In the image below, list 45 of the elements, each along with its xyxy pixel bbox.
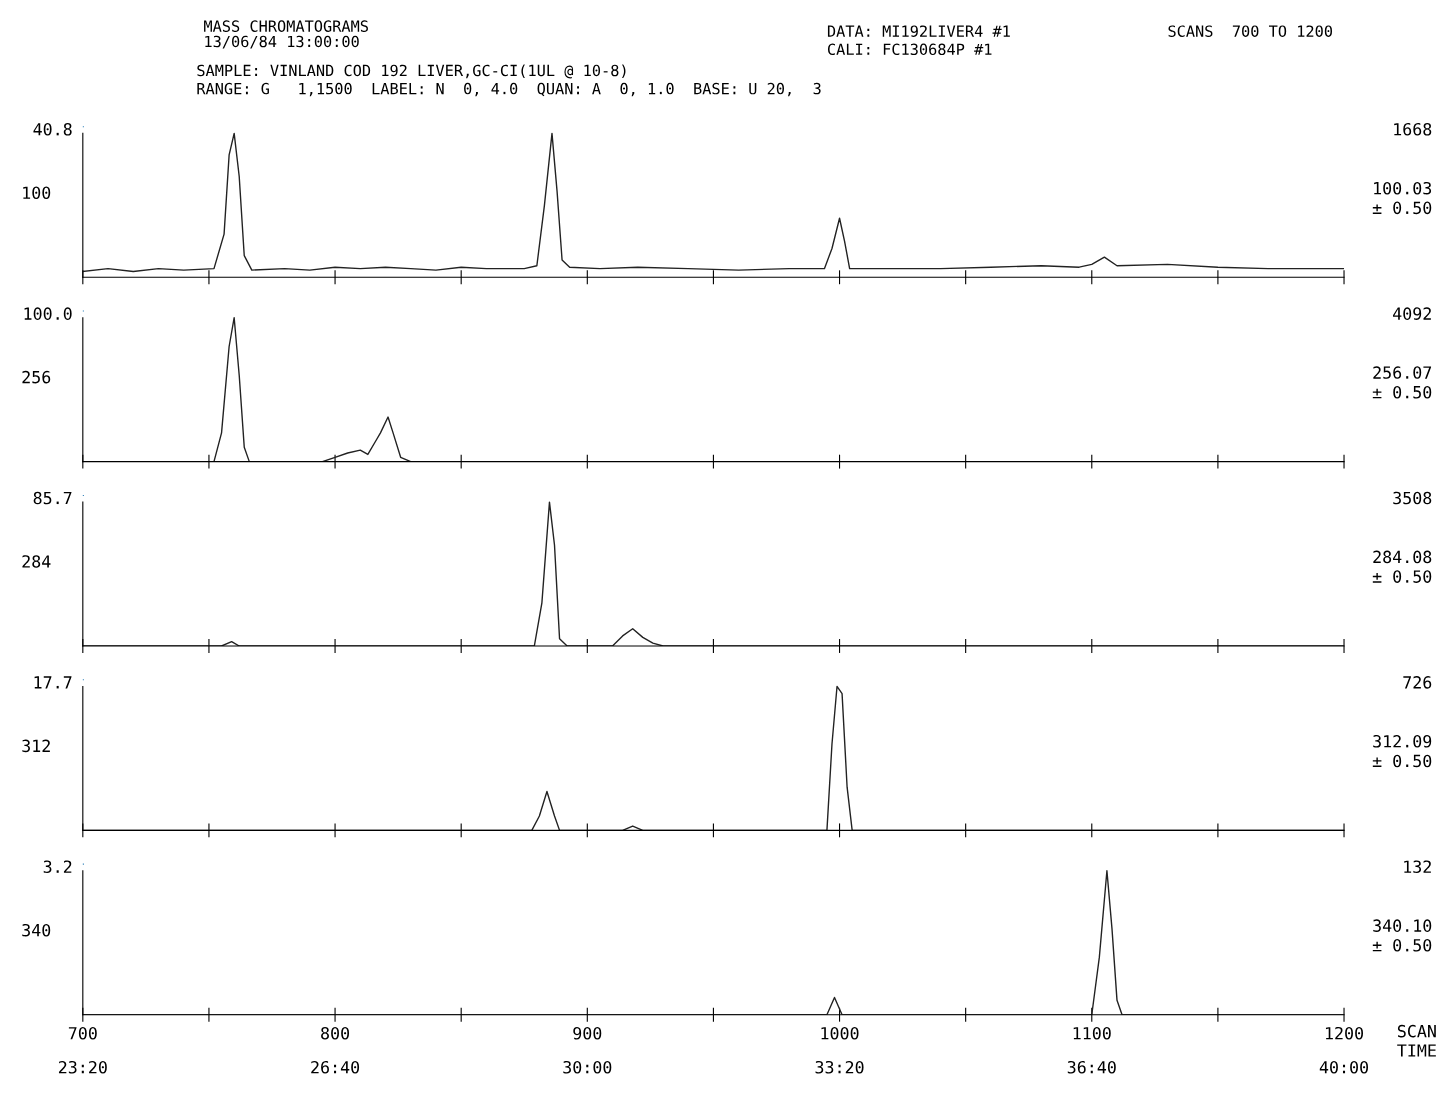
- chart-title: MASS CHROMATOGRAMS: [204, 20, 368, 32]
- text: 100.0: [24, 307, 72, 320]
- text: 256.07: [1373, 366, 1432, 379]
- x-tick-label: 900: [573, 1026, 602, 1040]
- text: 284.08: [1373, 550, 1432, 564]
- text: 30:00: [563, 1060, 612, 1074]
- text: 26:40: [311, 1060, 360, 1074]
- text: 100.03: [1374, 181, 1432, 195]
- text: ± 0.50: [1372, 570, 1432, 583]
- text: ± 0.50: [1372, 201, 1432, 215]
- text: SCANS 700 TO 1200: [1168, 25, 1333, 37]
- x-tick-label: 700: [68, 1026, 97, 1040]
- x-tick-label: 1200: [1325, 1026, 1364, 1040]
- text: 312.09: [1373, 734, 1432, 748]
- text: CALI: FC130684P #1: [827, 43, 992, 56]
- x-tick-label: 1000: [821, 1026, 859, 1040]
- text: 17.7: [34, 676, 72, 689]
- text: ± 0.50: [1372, 754, 1432, 768]
- x-tick-label: 1100: [1073, 1026, 1111, 1040]
- x-tick-label: 800: [321, 1026, 350, 1040]
- text: DATA: MI192LIVER4 #1: [827, 25, 1010, 37]
- text: 100: [23, 186, 51, 200]
- text: 33:20: [815, 1060, 864, 1074]
- text: 1668: [1394, 122, 1432, 136]
- text: 132: [1404, 860, 1431, 874]
- text: ± 0.50: [1372, 385, 1432, 399]
- text: RANGE: G 1,1500 LABEL: N 0, 4.0 QUAN: A 0, 1.0 BASE: U 20, 3: [197, 82, 821, 97]
- text: 23:20: [58, 1060, 107, 1074]
- text: ± 0.50: [1372, 939, 1432, 952]
- text: 284: [22, 555, 51, 568]
- text: 40.8: [33, 122, 72, 136]
- text: SAMPLE: VINLAND COD 192 LIVER,GC-CI(1UL @ 10-8): [197, 64, 626, 79]
- text: 3508: [1393, 491, 1432, 505]
- text: 256: [22, 370, 51, 384]
- text: 40:00: [1319, 1060, 1369, 1074]
- text: 726: [1403, 676, 1432, 689]
- x-axis-title: SCAN TIME: [1397, 1024, 1436, 1057]
- text: 340: [22, 923, 51, 937]
- text: 85.7: [33, 491, 72, 505]
- text: 36:40: [1067, 1060, 1116, 1074]
- text: 3.2: [43, 860, 72, 874]
- text: 312: [22, 739, 50, 753]
- chart-subtitle: 13/06/84 13:00:00: [205, 35, 359, 49]
- text: 340.10: [1373, 919, 1432, 932]
- text: 4092: [1393, 307, 1431, 320]
